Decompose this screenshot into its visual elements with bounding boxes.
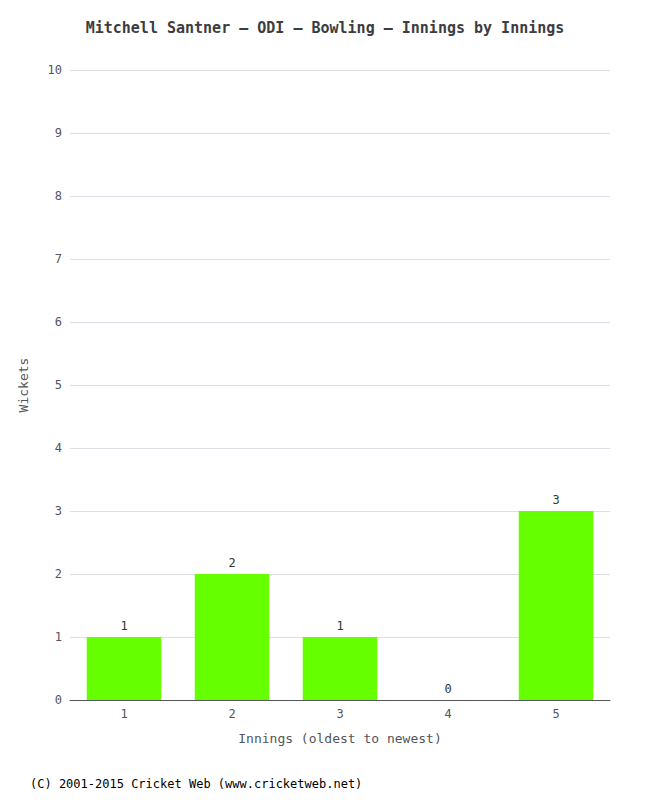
svg-text:2: 2: [228, 707, 235, 721]
svg-text:3: 3: [552, 493, 559, 507]
svg-text:5: 5: [55, 378, 62, 392]
svg-text:1: 1: [120, 619, 127, 633]
svg-text:Innings (oldest to newest): Innings (oldest to newest): [238, 731, 442, 746]
svg-text:7: 7: [55, 252, 62, 266]
svg-text:1: 1: [55, 630, 62, 644]
svg-text:2: 2: [228, 556, 235, 570]
svg-text:0: 0: [444, 682, 451, 696]
svg-text:0: 0: [55, 693, 62, 707]
svg-text:3: 3: [336, 707, 343, 721]
svg-text:1: 1: [120, 707, 127, 721]
svg-text:5: 5: [552, 707, 559, 721]
svg-text:Wickets: Wickets: [16, 358, 31, 413]
svg-text:Mitchell Santner – ODI – Bowli: Mitchell Santner – ODI – Bowling – Innin…: [86, 19, 565, 37]
svg-text:3: 3: [55, 504, 62, 518]
svg-text:1: 1: [336, 619, 343, 633]
svg-text:(C) 2001-2015 Cricket Web (www: (C) 2001-2015 Cricket Web (www.cricketwe…: [30, 777, 362, 791]
svg-text:9: 9: [55, 126, 62, 140]
svg-text:6: 6: [55, 315, 62, 329]
svg-text:2: 2: [55, 567, 62, 581]
svg-text:10: 10: [48, 63, 62, 77]
svg-text:8: 8: [55, 189, 62, 203]
svg-text:4: 4: [55, 441, 62, 455]
svg-text:4: 4: [444, 707, 451, 721]
